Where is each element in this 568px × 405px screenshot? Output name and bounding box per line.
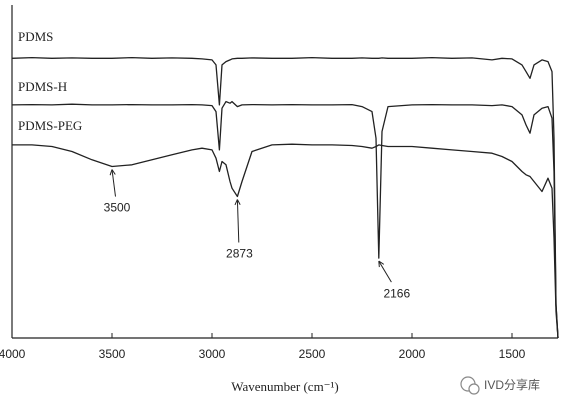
x-tick-label: 3000 (199, 347, 226, 361)
annotation-arrow (111, 169, 116, 197)
x-tick-label: 3500 (99, 347, 126, 361)
annotation-arrow (236, 199, 240, 243)
x-tick-label: 1500 (499, 347, 526, 361)
x-axis-label: Wavenumber (cm⁻¹) (231, 379, 339, 394)
spectrum-line (12, 143, 559, 339)
series-label: PDMS-H (18, 79, 67, 94)
x-tick-label: 2500 (299, 347, 326, 361)
series-label: PDMS-PEG (18, 118, 82, 133)
arrow-head (378, 260, 385, 268)
watermark: IVD分享库 (484, 377, 540, 392)
spectrum-line (11, 56, 559, 339)
x-tick-label: 4000 (0, 347, 26, 361)
arrow-head (109, 169, 116, 176)
arrow-head (234, 199, 241, 206)
annotation-arrow (378, 260, 392, 283)
annotation: 2166 (383, 286, 410, 300)
watermark-icon (460, 376, 480, 395)
annotation: 2873 (226, 247, 253, 261)
x-tick-label: 2000 (399, 347, 426, 361)
series-label: PDMS (18, 29, 53, 44)
annotation: 3500 (104, 201, 131, 215)
spectrum-line (11, 100, 559, 339)
